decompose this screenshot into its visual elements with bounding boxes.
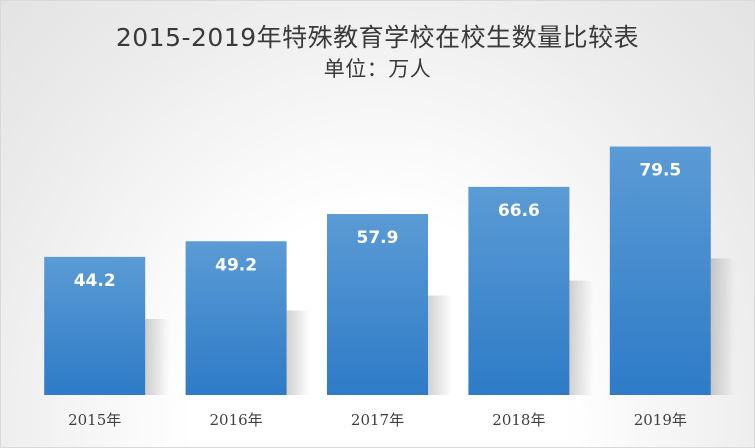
bar-1 [44,256,146,395]
x-tick-label-5: 2019年 [634,411,687,429]
bar-shadow [569,280,594,395]
data-label-3: 57.9 [357,228,399,248]
x-tick-label-3: 2017年 [351,411,404,429]
x-tick-label-4: 2018年 [492,411,545,429]
chart-subtitle: 单位：万人 [323,57,432,81]
bar-shadow [428,295,452,395]
bar-2 [185,241,287,395]
bar-shadow [145,319,170,395]
bar-3 [327,214,428,395]
data-label-1: 44.2 [74,271,116,291]
bar-4 [468,186,570,395]
x-tick-label-1: 2015年 [68,411,121,429]
data-label-2: 49.2 [215,255,257,275]
bar-shadow [286,310,311,395]
data-label-4: 66.6 [498,201,540,221]
bar-shadow [710,258,735,395]
x-tick-label-2: 2016年 [210,411,263,429]
data-label-5: 79.5 [639,161,681,181]
chart-title: 2015-2019年特殊教育学校在校生数量比较表 [115,23,640,52]
bar-5 [609,146,711,395]
